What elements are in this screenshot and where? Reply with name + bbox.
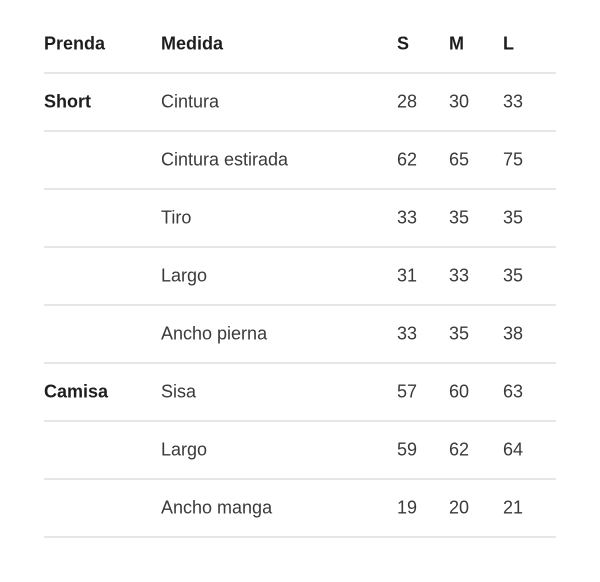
- cell-medida: Ancho pierna: [161, 323, 268, 344]
- cell-s: 31: [397, 265, 418, 286]
- table-row: Camisa Sisa 57 60 63: [44, 364, 556, 422]
- cell-m: 35: [449, 323, 470, 344]
- cell-l: 75: [503, 149, 524, 170]
- cell-medida: Cintura estirada: [161, 149, 289, 170]
- cell-m: 33: [449, 265, 470, 286]
- table-header-row: Prenda Medida S M L: [44, 16, 556, 74]
- table-row: Ancho manga 19 20 21: [44, 480, 556, 538]
- cell-l: 33: [503, 91, 524, 112]
- cell-m: 35: [449, 207, 470, 228]
- table-row: Tiro 33 35 35: [44, 190, 556, 248]
- cell-l: 64: [503, 439, 524, 460]
- cell-l: 35: [503, 265, 524, 286]
- cell-m: 65: [449, 149, 470, 170]
- cell-l: 35: [503, 207, 524, 228]
- cell-s: 59: [397, 439, 418, 460]
- cell-s: 62: [397, 149, 418, 170]
- table-row: Ancho pierna 33 35 38: [44, 306, 556, 364]
- header-prenda: Prenda: [44, 33, 106, 54]
- table-row: Largo 59 62 64: [44, 422, 556, 480]
- cell-s: 33: [397, 323, 418, 344]
- cell-m: 62: [449, 439, 470, 460]
- cell-medida: Largo: [161, 265, 208, 286]
- cell-medida: Cintura: [161, 91, 220, 112]
- cell-l: 21: [503, 497, 524, 518]
- cell-prenda: Camisa: [44, 381, 109, 402]
- table-row: Short Cintura 28 30 33: [44, 74, 556, 132]
- header-s: S: [397, 33, 410, 54]
- header-l: L: [503, 33, 514, 54]
- cell-m: 20: [449, 497, 470, 518]
- header-m: M: [449, 33, 464, 54]
- cell-medida: Largo: [161, 439, 208, 460]
- cell-s: 33: [397, 207, 418, 228]
- cell-s: 19: [397, 497, 418, 518]
- cell-m: 60: [449, 381, 470, 402]
- cell-medida: Ancho manga: [161, 497, 273, 518]
- cell-l: 38: [503, 323, 524, 344]
- header-medida: Medida: [161, 33, 224, 54]
- cell-medida: Sisa: [161, 381, 197, 402]
- cell-l: 63: [503, 381, 524, 402]
- cell-medida: Tiro: [161, 207, 192, 228]
- table-row: Cintura estirada 62 65 75: [44, 132, 556, 190]
- cell-s: 28: [397, 91, 418, 112]
- table-row: Largo 31 33 35: [44, 248, 556, 306]
- cell-m: 30: [449, 91, 470, 112]
- size-table: Prenda Medida S M L Short Cintura 28 30 33 Ci…: [44, 16, 556, 538]
- cell-prenda: Short: [44, 91, 91, 112]
- cell-s: 57: [397, 381, 418, 402]
